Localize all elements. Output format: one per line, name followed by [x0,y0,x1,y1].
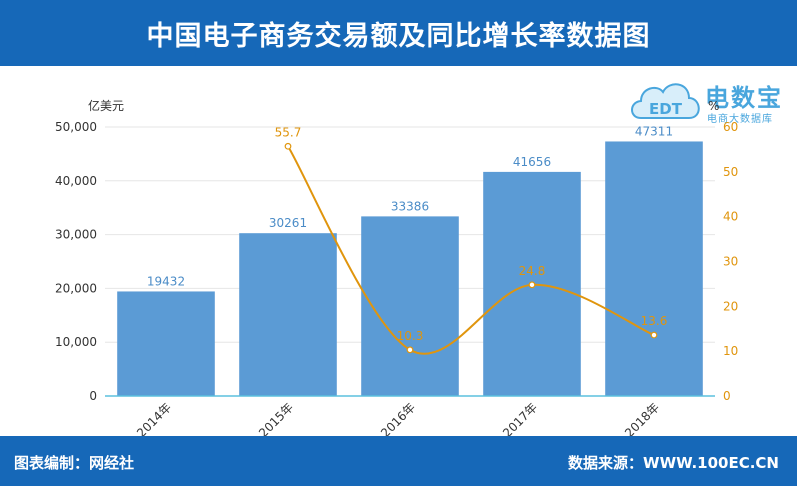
line-data-label: 24.8 [519,264,546,278]
line-data-label: 10.3 [397,329,424,343]
y-axis-left-unit: 亿美元 [88,98,124,113]
y-tick-label-right: 20 [723,299,738,313]
footer-bar: 图表编制：网经社 数据来源：WWW.100EC.CN [0,436,797,486]
line-point [284,142,292,150]
y-tick-label-right: 30 [723,255,738,269]
y-tick-label-right: 60 [723,120,738,134]
chart-area: 19432 30261 33386 41656 47311 0 10,000 20,000 3… [55,98,738,436]
x-tick-label: 2015年 [256,400,296,436]
bar-data-label: 19432 [147,274,185,288]
bar-data-label: 47311 [635,124,673,138]
logo-subtext: 电商大数据库 [707,114,773,125]
bar [239,233,337,396]
growth-line [287,145,655,355]
y-tick-label-left: 10,000 [55,335,97,349]
line-point [650,331,658,339]
y-tick-label-right: 40 [723,210,738,224]
x-tick-label: 2016年 [378,400,418,436]
logo-text: 电数宝 [705,84,783,112]
x-tick-label: 2017年 [500,400,540,436]
y-tick-label-right: 50 [723,165,738,179]
line-series: 55.7 10.3 24.8 13.6 [275,125,668,355]
brand-logo: EDT 电数宝 电商大数据库 [627,70,792,130]
y-axis-right-unit: % [708,99,719,113]
page-title: 中国电子商务交易额及同比增长率数据图 [0,0,797,66]
line-point [406,346,414,354]
bar-data-label: 30261 [269,216,307,230]
footer-source: 数据来源：WWW.100EC.CN [568,454,779,472]
y-tick-label-left: 30,000 [55,228,97,242]
line-point [528,281,536,289]
line-data-label: 13.6 [641,314,668,328]
y-tick-label-right: 10 [723,344,738,358]
bar [605,141,703,396]
cloud-icon: EDT [631,83,700,119]
bar-series: 19432 30261 33386 41656 47311 [117,124,703,396]
bar-data-label: 33386 [391,199,429,213]
y-tick-label-left: 20,000 [55,281,97,295]
bar-data-label: 41656 [513,155,551,169]
bar [117,291,215,396]
y-tick-label-right: 0 [723,389,731,403]
logo-icon-text: EDT [649,100,683,118]
y-tick-label-left: 50,000 [55,120,97,134]
x-tick-label: 2018年 [622,400,662,436]
x-tick-label: 2014年 [134,400,174,436]
y-tick-label-left: 0 [89,389,97,403]
y-tick-label-left: 40,000 [55,174,97,188]
footer-credit: 图表编制：网经社 [14,454,135,472]
bar [361,216,459,396]
line-data-label: 55.7 [275,125,302,139]
